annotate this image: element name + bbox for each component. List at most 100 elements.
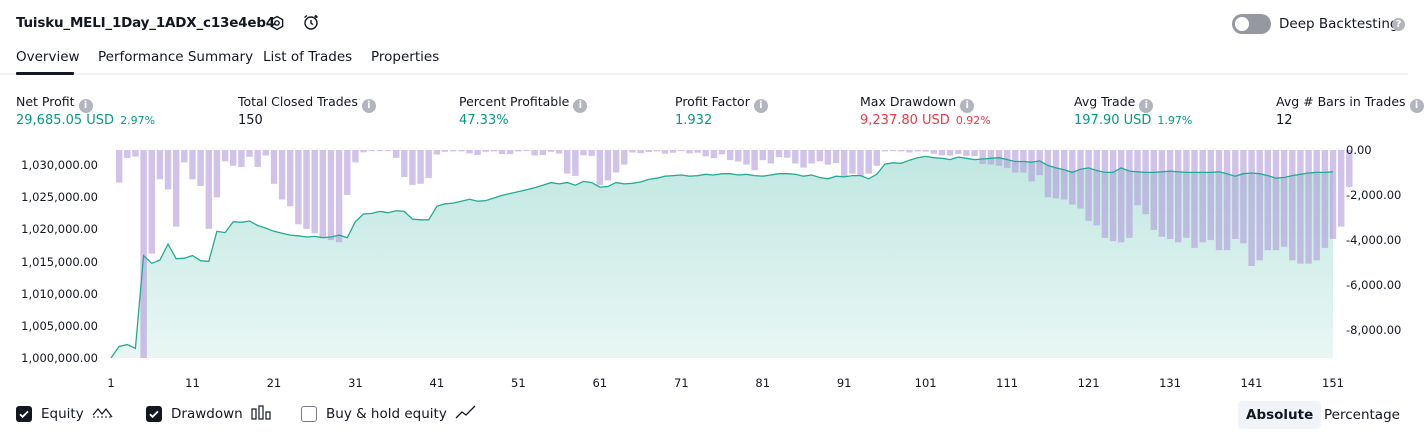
drawdown-bar xyxy=(621,150,628,165)
drawdown-bar xyxy=(1313,150,1320,261)
drawdown-bar xyxy=(173,150,180,227)
drawdown-bar xyxy=(482,150,489,152)
drawdown-bar xyxy=(955,150,962,155)
drawdown-bar xyxy=(1126,150,1133,238)
drawdown-bar xyxy=(735,150,742,162)
x-axis-tick: 91 xyxy=(836,376,852,390)
equity-axis-tick: 1,005,000.00 xyxy=(21,319,98,333)
drawdown-bar xyxy=(1077,150,1084,209)
drawdown-bar xyxy=(718,150,726,155)
x-axis-tick: 101 xyxy=(914,376,937,390)
drawdown-axis-tick: 0.00 xyxy=(1346,143,1372,157)
help-icon[interactable]: ? xyxy=(1392,18,1405,31)
buy-hold-checkbox[interactable] xyxy=(301,406,317,422)
drawdown-bar xyxy=(474,150,481,155)
info-icon[interactable]: i xyxy=(753,99,768,113)
drawdown-bar xyxy=(1346,150,1353,188)
drawdown-bar xyxy=(352,150,359,163)
equity-line xyxy=(110,155,1334,359)
legend-buy-hold-label: Buy & hold equity xyxy=(326,406,447,422)
drawdown-bar xyxy=(156,150,164,180)
drawdown-bar xyxy=(254,150,261,167)
drawdown-bar xyxy=(946,150,954,156)
info-icon[interactable]: i xyxy=(960,99,975,113)
info-icon[interactable]: i xyxy=(1139,99,1154,113)
drawdown-bar xyxy=(979,150,986,164)
drawdown-bar xyxy=(515,150,522,152)
drawdown-bar xyxy=(303,150,310,229)
drawdown-bar xyxy=(743,150,750,165)
equity-axis-tick: 1,025,000.00 xyxy=(21,190,98,205)
drawdown-bar xyxy=(205,150,212,229)
x-axis-tick: 51 xyxy=(511,376,526,390)
tab-performance-summary[interactable]: Performance Summary xyxy=(98,49,254,65)
drawdown-bar xyxy=(360,150,367,153)
legend-buy-hold-equity[interactable]: Buy & hold equity xyxy=(301,403,477,425)
drawdown-bar xyxy=(1175,150,1182,243)
drawdown-bar xyxy=(1248,150,1255,266)
absolute-button[interactable]: Absolute xyxy=(1238,401,1322,429)
x-axis-tick: 71 xyxy=(673,376,689,390)
stat-value-net-profit: 29,685.05 USD 2.97% xyxy=(16,113,156,128)
x-axis-tick: 11 xyxy=(185,376,200,390)
drawdown-bar xyxy=(262,150,269,156)
drawdown-bar xyxy=(930,150,937,154)
x-axis-tick: 1 xyxy=(107,376,115,390)
settings-icon[interactable] xyxy=(268,14,286,32)
stat-label-profit-factor: Profit Factor i xyxy=(675,94,768,113)
drawdown-bar xyxy=(1256,150,1263,261)
drawdown-bar xyxy=(140,150,147,358)
drawdown-bar xyxy=(311,150,318,234)
drawdown-bar xyxy=(1036,150,1043,176)
drawdown-bar xyxy=(1207,150,1214,241)
x-axis-tick: 31 xyxy=(348,376,363,390)
equity-axis-tick: 1,030,000.00 xyxy=(21,158,98,172)
drawdown-axis-tick: -4,000.00 xyxy=(1346,233,1402,247)
drawdown-bar xyxy=(181,150,188,163)
drawdown-bar xyxy=(686,150,693,154)
drawdown-bar xyxy=(710,150,718,159)
drawdown-bar xyxy=(963,150,970,156)
info-icon[interactable]: i xyxy=(78,99,93,113)
drawdown-bar xyxy=(555,150,563,154)
drawdown-bar xyxy=(832,150,840,164)
drawdown-bar xyxy=(246,150,253,157)
drawdown-bar xyxy=(971,150,978,157)
drawdown-bar xyxy=(327,150,335,241)
drawdown-bar xyxy=(197,150,204,186)
drawdown-bar xyxy=(547,150,555,152)
stat-label-net-profit: Net Profit i xyxy=(16,94,93,113)
legend-drawdown[interactable]: Drawdown xyxy=(146,403,271,425)
drawdown-axis-tick: -6,000.00 xyxy=(1346,278,1402,292)
tab-overview[interactable]: Overview xyxy=(16,49,80,65)
tab-list-of-trades[interactable]: List of Trades xyxy=(263,49,353,65)
drawdown-bar xyxy=(433,150,441,155)
stat-value-profit-factor: 1.932 xyxy=(675,113,713,128)
drawdown-bar xyxy=(189,150,196,180)
drawdown-bar xyxy=(1199,150,1206,243)
drawdown-bar xyxy=(580,150,587,156)
drawdown-bar xyxy=(368,150,375,152)
percentage-button[interactable]: Percentage xyxy=(1324,407,1400,423)
info-icon[interactable]: i xyxy=(573,99,588,113)
stat-label-avg-bars-in-trades: Avg # Bars in Trades i xyxy=(1276,94,1424,113)
alarm-clock-icon[interactable] xyxy=(302,13,320,31)
drawdown-bar xyxy=(1329,150,1337,239)
info-icon[interactable]: i xyxy=(361,99,376,113)
equity-axis-tick: 1,010,000.00 xyxy=(21,286,98,301)
drawdown-bar xyxy=(124,150,131,158)
drawdown-bar xyxy=(1272,150,1280,251)
tab-properties[interactable]: Properties xyxy=(371,49,440,65)
bar-chart-icon xyxy=(251,404,271,424)
deep-backtesting-toggle[interactable] xyxy=(1232,14,1271,34)
legend-equity[interactable]: Equity xyxy=(16,403,114,425)
info-icon[interactable]: i xyxy=(1409,99,1424,113)
equity-checkbox[interactable] xyxy=(16,406,32,422)
drawdown-checkbox[interactable] xyxy=(146,406,162,422)
trend-line-icon xyxy=(455,404,477,424)
x-axis-tick: 111 xyxy=(996,376,1019,390)
drawdown-bar xyxy=(841,150,848,177)
drawdown-bar xyxy=(1223,150,1231,251)
drawdown-bar xyxy=(132,150,139,157)
